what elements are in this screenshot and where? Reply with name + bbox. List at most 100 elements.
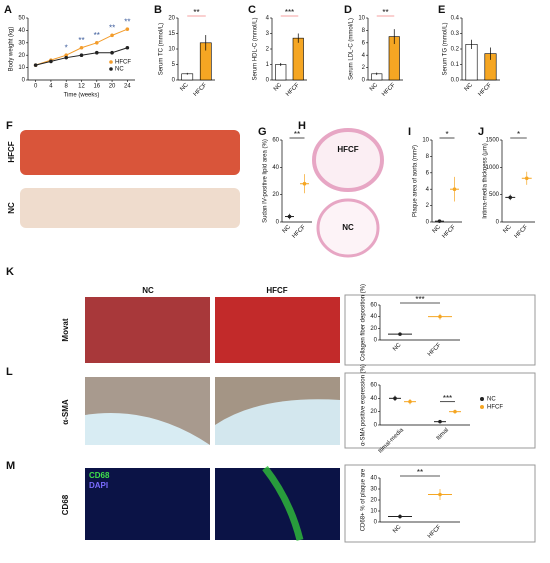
mean-dot: [508, 195, 513, 200]
micrograph: [215, 297, 340, 363]
mean-dot: [524, 176, 529, 181]
photo: [20, 130, 240, 175]
data-point: [33, 63, 38, 67]
y-tick-label: 40: [370, 314, 377, 320]
panel-letter: B: [154, 4, 162, 16]
column-label: NC: [142, 286, 154, 295]
mean-dot: [408, 399, 412, 404]
x-tick-label: HFCF: [193, 82, 209, 98]
significance-label: **: [78, 36, 84, 45]
mean-dot: [287, 214, 292, 219]
x-axis-label: Time (weeks): [64, 93, 100, 99]
mean-dot: [437, 219, 442, 223]
legend-marker: [480, 405, 484, 409]
mean-dot: [453, 409, 457, 414]
x-tick-label: Itimal: [436, 427, 450, 441]
y-tick-label: 0: [374, 338, 378, 344]
y-tick-label: 20: [370, 326, 377, 332]
y-tick-label: 10: [358, 16, 365, 22]
chart-frame: [344, 372, 536, 449]
data-point: [125, 27, 130, 31]
y-tick-label: 0: [266, 78, 270, 84]
y-tick-label: 30: [370, 487, 377, 493]
y-axis-label: α-SMA positive expression (%): [361, 364, 367, 446]
significance-label: **: [109, 23, 115, 32]
y-tick-label: 6: [426, 170, 430, 176]
y-tick-label: 4: [266, 16, 270, 22]
y-axis-label: Collagen fiber deposition (%): [361, 284, 367, 361]
data-point: [125, 45, 130, 50]
y-axis-label: Body weight (kg): [9, 27, 15, 72]
y-tick-label: 30: [18, 40, 25, 46]
photo-label: HFCF: [7, 141, 16, 162]
y-axis-label: Sudan IV-positive lipid area (%): [263, 139, 269, 223]
y-tick-label: 10: [168, 47, 175, 53]
x-tick-label: NC: [392, 342, 403, 353]
y-tick-label: 20: [18, 53, 25, 59]
section: [316, 198, 380, 258]
y-tick-label: 10: [422, 138, 429, 144]
y-tick-label: 0: [22, 78, 26, 84]
x-tick-label: HFCF: [477, 82, 493, 98]
y-axis-label: Serum LDL-C (mmol/L): [349, 18, 355, 80]
legend-label: NC: [487, 397, 496, 403]
panel-letter: C: [248, 4, 256, 16]
channel-label: DAPI: [89, 481, 108, 490]
significance-label: **: [193, 8, 199, 17]
y-tick-label: 60: [370, 303, 377, 309]
y-axis-label: Serum TC (mmol/L): [159, 23, 165, 76]
y-tick-label: 4: [426, 187, 430, 193]
significance-label: **: [294, 130, 300, 139]
y-tick-label: 0.2: [451, 47, 460, 53]
panel-letter: J: [478, 126, 484, 138]
significance-label: **: [124, 17, 130, 26]
x-tick-label: HFCF: [427, 524, 443, 540]
x-tick-label: HFCF: [291, 224, 307, 240]
x-tick-label: NC: [464, 82, 475, 93]
y-tick-label: 60: [370, 383, 377, 389]
y-tick-label: 20: [370, 498, 377, 504]
y-tick-label: 8: [426, 154, 430, 160]
x-tick-label: NC: [392, 524, 403, 535]
x-tick-label: Itimal-media: [378, 427, 406, 455]
y-tick-label: 60: [272, 138, 279, 144]
y-tick-label: 0.3: [451, 31, 460, 37]
y-tick-label: 40: [18, 28, 25, 34]
y-tick-label: 0: [172, 78, 176, 84]
photo: [20, 188, 240, 228]
x-tick-label: NC: [432, 224, 443, 235]
panel-letter: K: [6, 266, 14, 278]
y-tick-label: 0.4: [451, 16, 460, 22]
x-tick-label: 4: [49, 84, 53, 90]
panel-letter: L: [6, 366, 13, 378]
panel-letter: F: [6, 120, 13, 132]
x-tick-label: NC: [273, 82, 284, 93]
y-tick-label: 20: [168, 16, 175, 22]
data-point: [94, 50, 99, 55]
mean-dot: [398, 332, 402, 336]
y-tick-label: 0: [374, 520, 378, 526]
x-tick-label: HFCF: [427, 342, 443, 358]
data-point: [94, 41, 99, 45]
y-tick-label: 0: [426, 220, 430, 226]
significance-label: *: [445, 130, 448, 139]
panel-letter: M: [6, 460, 15, 472]
y-tick-label: 40: [370, 396, 377, 402]
bar: [292, 37, 304, 81]
y-tick-label: 15: [168, 31, 175, 37]
legend-marker: [480, 397, 484, 401]
y-tick-label: 0: [362, 78, 366, 84]
significance-label: *: [517, 130, 520, 139]
panel-letter: I: [408, 126, 411, 138]
x-tick-label: NC: [179, 82, 190, 93]
x-tick-label: HFCF: [381, 82, 397, 98]
y-tick-label: 2: [426, 203, 430, 209]
section: [312, 128, 384, 192]
significance-label: **: [382, 8, 388, 17]
y-tick-label: 20: [272, 192, 279, 198]
panel-letter: A: [4, 4, 12, 16]
y-tick-label: 1500: [486, 138, 500, 144]
x-tick-label: HFCF: [514, 224, 530, 240]
x-tick-label: HFCF: [441, 224, 457, 240]
y-tick-label: 1: [266, 62, 270, 68]
